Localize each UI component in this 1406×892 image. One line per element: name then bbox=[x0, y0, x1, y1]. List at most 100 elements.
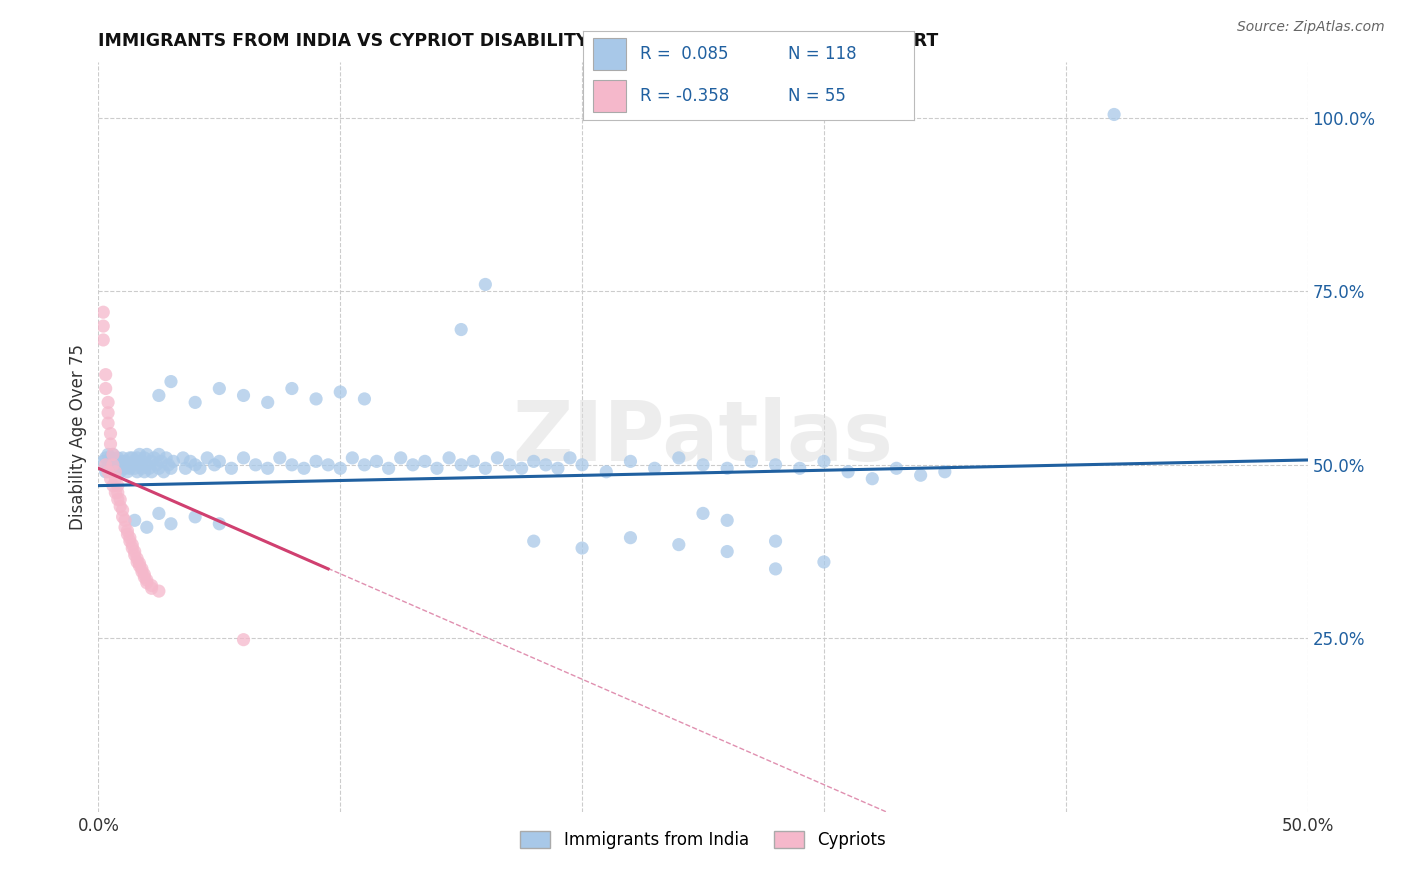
Point bbox=[426, 461, 449, 475]
Point bbox=[155, 450, 177, 465]
Point bbox=[269, 450, 291, 465]
Point bbox=[184, 509, 207, 524]
Point bbox=[292, 461, 315, 475]
Point bbox=[135, 520, 157, 534]
Text: Source: ZipAtlas.com: Source: ZipAtlas.com bbox=[1237, 20, 1385, 34]
Text: R = -0.358: R = -0.358 bbox=[640, 87, 728, 105]
Point bbox=[108, 454, 131, 468]
Point bbox=[91, 333, 114, 347]
Point bbox=[160, 375, 183, 389]
Point bbox=[463, 454, 485, 468]
Point bbox=[716, 513, 738, 527]
Point bbox=[571, 458, 593, 472]
Point bbox=[121, 538, 143, 552]
Point bbox=[114, 520, 136, 534]
Point bbox=[134, 570, 156, 584]
Point bbox=[172, 450, 194, 465]
Point bbox=[179, 454, 201, 468]
Point bbox=[256, 461, 278, 475]
Point bbox=[124, 513, 146, 527]
Point bbox=[135, 458, 157, 472]
Point bbox=[94, 450, 117, 465]
Point bbox=[221, 461, 243, 475]
Point bbox=[245, 458, 267, 472]
Point bbox=[97, 447, 120, 461]
Point bbox=[402, 458, 425, 472]
Point bbox=[498, 458, 520, 472]
Point bbox=[104, 465, 127, 479]
Point bbox=[232, 388, 254, 402]
Point bbox=[342, 450, 364, 465]
Point bbox=[111, 458, 134, 472]
Point bbox=[595, 465, 617, 479]
Point bbox=[474, 461, 496, 475]
Point bbox=[118, 450, 141, 465]
Point bbox=[208, 454, 231, 468]
Point bbox=[138, 461, 160, 475]
Point bbox=[232, 632, 254, 647]
Point bbox=[765, 458, 787, 472]
Point bbox=[141, 578, 163, 592]
Point bbox=[692, 507, 714, 521]
Point bbox=[121, 541, 143, 555]
Point bbox=[716, 461, 738, 475]
Point bbox=[114, 461, 136, 475]
Point bbox=[118, 461, 141, 475]
Bar bbox=[593, 38, 627, 70]
Point bbox=[101, 447, 124, 461]
Text: ZIPatlas: ZIPatlas bbox=[513, 397, 893, 477]
Point bbox=[813, 454, 835, 468]
Point bbox=[131, 454, 153, 468]
Point bbox=[94, 382, 117, 396]
Point bbox=[108, 492, 131, 507]
Point bbox=[114, 454, 136, 468]
Point bbox=[107, 450, 129, 465]
Point bbox=[108, 500, 131, 514]
Point bbox=[107, 492, 129, 507]
Point bbox=[148, 388, 170, 402]
Point bbox=[108, 465, 131, 479]
Point bbox=[124, 544, 146, 558]
Point bbox=[134, 450, 156, 465]
Point bbox=[127, 551, 149, 566]
Point bbox=[510, 461, 533, 475]
Point bbox=[765, 562, 787, 576]
Point bbox=[474, 277, 496, 292]
Point bbox=[91, 319, 114, 334]
Point bbox=[547, 461, 569, 475]
Point bbox=[117, 458, 139, 472]
Point bbox=[934, 465, 956, 479]
Point bbox=[692, 458, 714, 472]
Point bbox=[128, 559, 150, 574]
Point bbox=[97, 406, 120, 420]
Point bbox=[837, 465, 859, 479]
Point bbox=[141, 582, 163, 596]
Point bbox=[104, 465, 127, 479]
Point bbox=[204, 458, 226, 472]
Point bbox=[104, 472, 127, 486]
Point bbox=[141, 454, 163, 468]
Text: N = 55: N = 55 bbox=[789, 87, 846, 105]
Point bbox=[366, 454, 388, 468]
Point bbox=[117, 527, 139, 541]
Point bbox=[329, 384, 352, 399]
Point bbox=[558, 450, 581, 465]
Point bbox=[329, 461, 352, 475]
Point bbox=[281, 382, 304, 396]
Point bbox=[121, 450, 143, 465]
Point bbox=[117, 524, 139, 538]
Point bbox=[100, 472, 122, 486]
Point bbox=[94, 368, 117, 382]
Point bbox=[97, 416, 120, 430]
Point bbox=[148, 447, 170, 461]
Point bbox=[1102, 107, 1125, 121]
Point bbox=[571, 541, 593, 555]
Point bbox=[145, 458, 167, 472]
Point bbox=[128, 458, 150, 472]
Point bbox=[148, 507, 170, 521]
Point bbox=[813, 555, 835, 569]
Legend: Immigrants from India, Cypriots: Immigrants from India, Cypriots bbox=[513, 824, 893, 855]
Point bbox=[534, 458, 557, 472]
Point bbox=[94, 465, 117, 479]
Point bbox=[789, 461, 811, 475]
